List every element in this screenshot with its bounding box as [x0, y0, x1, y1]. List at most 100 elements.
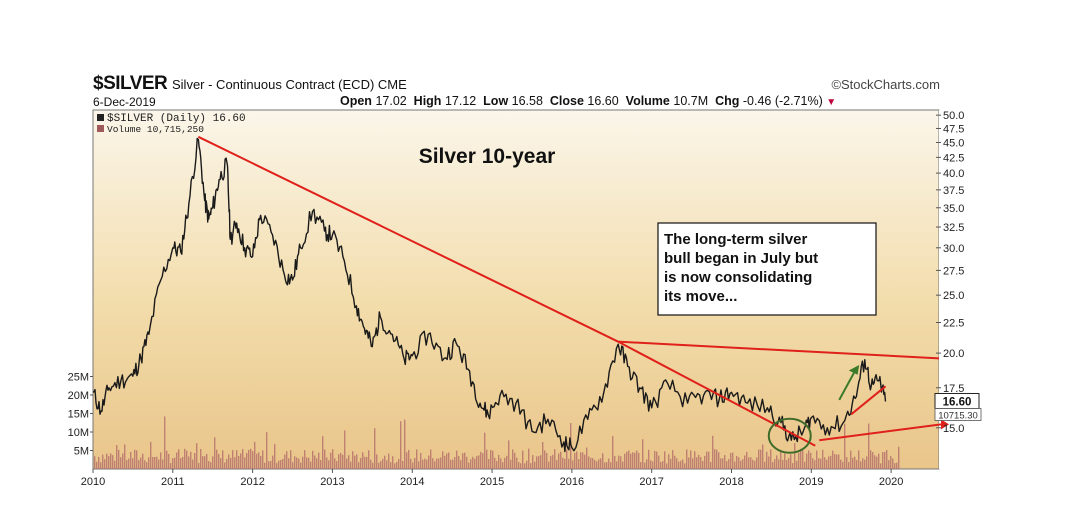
volume-bar	[894, 463, 896, 469]
volume-bar	[414, 457, 416, 469]
volume-bar	[578, 459, 580, 469]
volume-bar	[368, 450, 370, 469]
up-arrow-head	[848, 365, 860, 375]
volume-bar	[466, 456, 468, 469]
volume-bar	[342, 454, 344, 469]
open-value: 17.02	[375, 94, 407, 108]
up-arrow-icon	[838, 370, 857, 401]
volume-bar	[658, 455, 660, 469]
volume-bar	[848, 461, 850, 469]
volume-bar	[606, 462, 608, 469]
volume-bar	[714, 449, 716, 469]
volume-bar	[896, 462, 898, 469]
volume-bar	[702, 460, 704, 469]
volume-bar	[642, 439, 644, 469]
volume-bar	[144, 460, 146, 469]
volume-bar	[354, 455, 356, 469]
volume-bar	[158, 459, 160, 469]
volume-bar	[706, 451, 708, 469]
volume-bar	[430, 449, 432, 469]
volume-bar	[850, 450, 852, 469]
volume-bar	[380, 461, 382, 469]
volume-bar	[102, 454, 104, 469]
volume-bar	[708, 451, 710, 469]
volume-tick-label: 5M	[74, 446, 89, 458]
volume-bar	[468, 462, 470, 469]
volume-bar	[798, 452, 800, 469]
contract-name: Silver - Continuous Contract (ECD)	[172, 77, 375, 92]
volume-bar	[572, 460, 574, 469]
volume-bar	[514, 452, 516, 469]
volume-bar	[390, 462, 392, 469]
volume-tick-label: 10M	[68, 427, 89, 439]
volume-bar	[330, 452, 332, 469]
volume-bar	[326, 457, 328, 469]
volume-bar	[186, 450, 188, 469]
volume-bar	[600, 458, 602, 469]
volume-bar	[762, 444, 764, 469]
volume-bar	[832, 450, 834, 469]
volume-bar	[180, 458, 182, 469]
annotation-text-line: is now consolidating	[664, 269, 812, 286]
volume-bar	[668, 454, 670, 469]
volume-bar	[566, 449, 568, 469]
date-label: 6-Dec-2019	[93, 95, 156, 109]
price-tick-label: 32.5	[943, 222, 964, 234]
volume-bar	[778, 459, 780, 469]
volume-bar	[150, 441, 152, 469]
high-value: 17.12	[444, 94, 477, 108]
volume-bar	[718, 452, 720, 469]
x-tick-label: 2012	[240, 476, 264, 488]
volume-bar	[222, 450, 224, 469]
volume-bar	[446, 453, 448, 469]
contract-subtitle: Silver - Continuous Contract (ECD) CME	[172, 77, 407, 92]
volume-bar	[664, 451, 666, 469]
volume-bar	[636, 450, 638, 469]
volume-bar	[586, 447, 588, 469]
volume-bar	[246, 453, 248, 469]
legend-swatch	[97, 125, 104, 132]
volume-bar	[838, 454, 840, 469]
volume-bar	[268, 461, 270, 469]
volume-bar	[738, 457, 740, 469]
chg-label: Chg	[715, 94, 740, 108]
volume-bar	[650, 460, 652, 469]
volume-bar	[856, 460, 858, 469]
price-tick-label: 35.0	[943, 203, 964, 215]
volume-bar	[418, 461, 420, 469]
volume-bar	[602, 453, 604, 469]
volume-bar	[684, 463, 686, 469]
volume-bar	[386, 460, 388, 469]
volume-bar	[576, 451, 578, 469]
volume-bar	[474, 458, 476, 469]
volume-bar	[846, 457, 848, 469]
volume-bar	[794, 443, 796, 469]
volume-bar	[428, 455, 430, 469]
volume-bar	[772, 462, 774, 469]
volume-bar	[644, 462, 646, 469]
volume-bar	[750, 457, 752, 469]
volume-bar	[734, 461, 736, 469]
volume-bar	[506, 455, 508, 469]
volume-bar	[400, 421, 402, 469]
volume-bar	[560, 451, 562, 469]
volume-bar	[634, 452, 636, 469]
volume-bar	[412, 462, 414, 469]
volume-bar	[250, 448, 252, 469]
volume-bar	[346, 458, 348, 469]
volume-bar	[302, 456, 304, 469]
volume-bar	[486, 449, 488, 469]
volume-bar	[106, 453, 108, 469]
volume-bar	[168, 453, 170, 469]
chart-title: Silver 10-year	[419, 145, 556, 168]
volume-bar	[612, 436, 614, 469]
volume-bar	[694, 451, 696, 469]
volume-bar	[620, 456, 622, 469]
volume-bar	[740, 460, 742, 469]
volume-bar	[598, 459, 600, 469]
right-axis-panel	[939, 110, 945, 469]
trend-line	[618, 340, 940, 360]
volume-bar	[334, 458, 336, 469]
volume-bar	[730, 452, 732, 469]
volume-bar	[774, 459, 776, 469]
